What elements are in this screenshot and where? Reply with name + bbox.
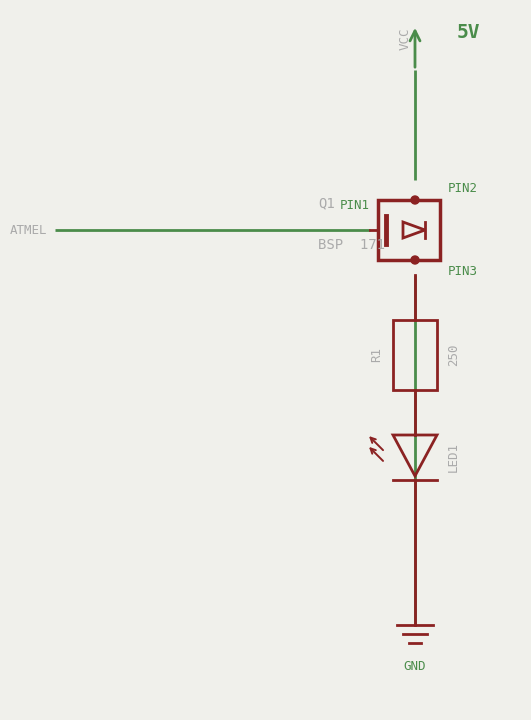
Text: PIN2: PIN2 [448, 182, 478, 195]
Text: LED1: LED1 [447, 443, 460, 472]
Text: BSP  171: BSP 171 [318, 238, 385, 252]
Text: VCC: VCC [398, 27, 412, 50]
Bar [378, 200, 440, 260]
Circle shape [411, 196, 419, 204]
Text: GND: GND [404, 660, 426, 673]
Bar [393, 320, 437, 390]
Text: Q1: Q1 [318, 196, 335, 210]
Text: PIN3: PIN3 [448, 265, 478, 278]
Text: 5V: 5V [457, 24, 481, 42]
Circle shape [411, 256, 419, 264]
Text: PIN1: PIN1 [340, 199, 370, 212]
Text: 250: 250 [447, 343, 460, 366]
Text: R1: R1 [370, 348, 383, 362]
Text: ATMEL: ATMEL [10, 223, 47, 236]
